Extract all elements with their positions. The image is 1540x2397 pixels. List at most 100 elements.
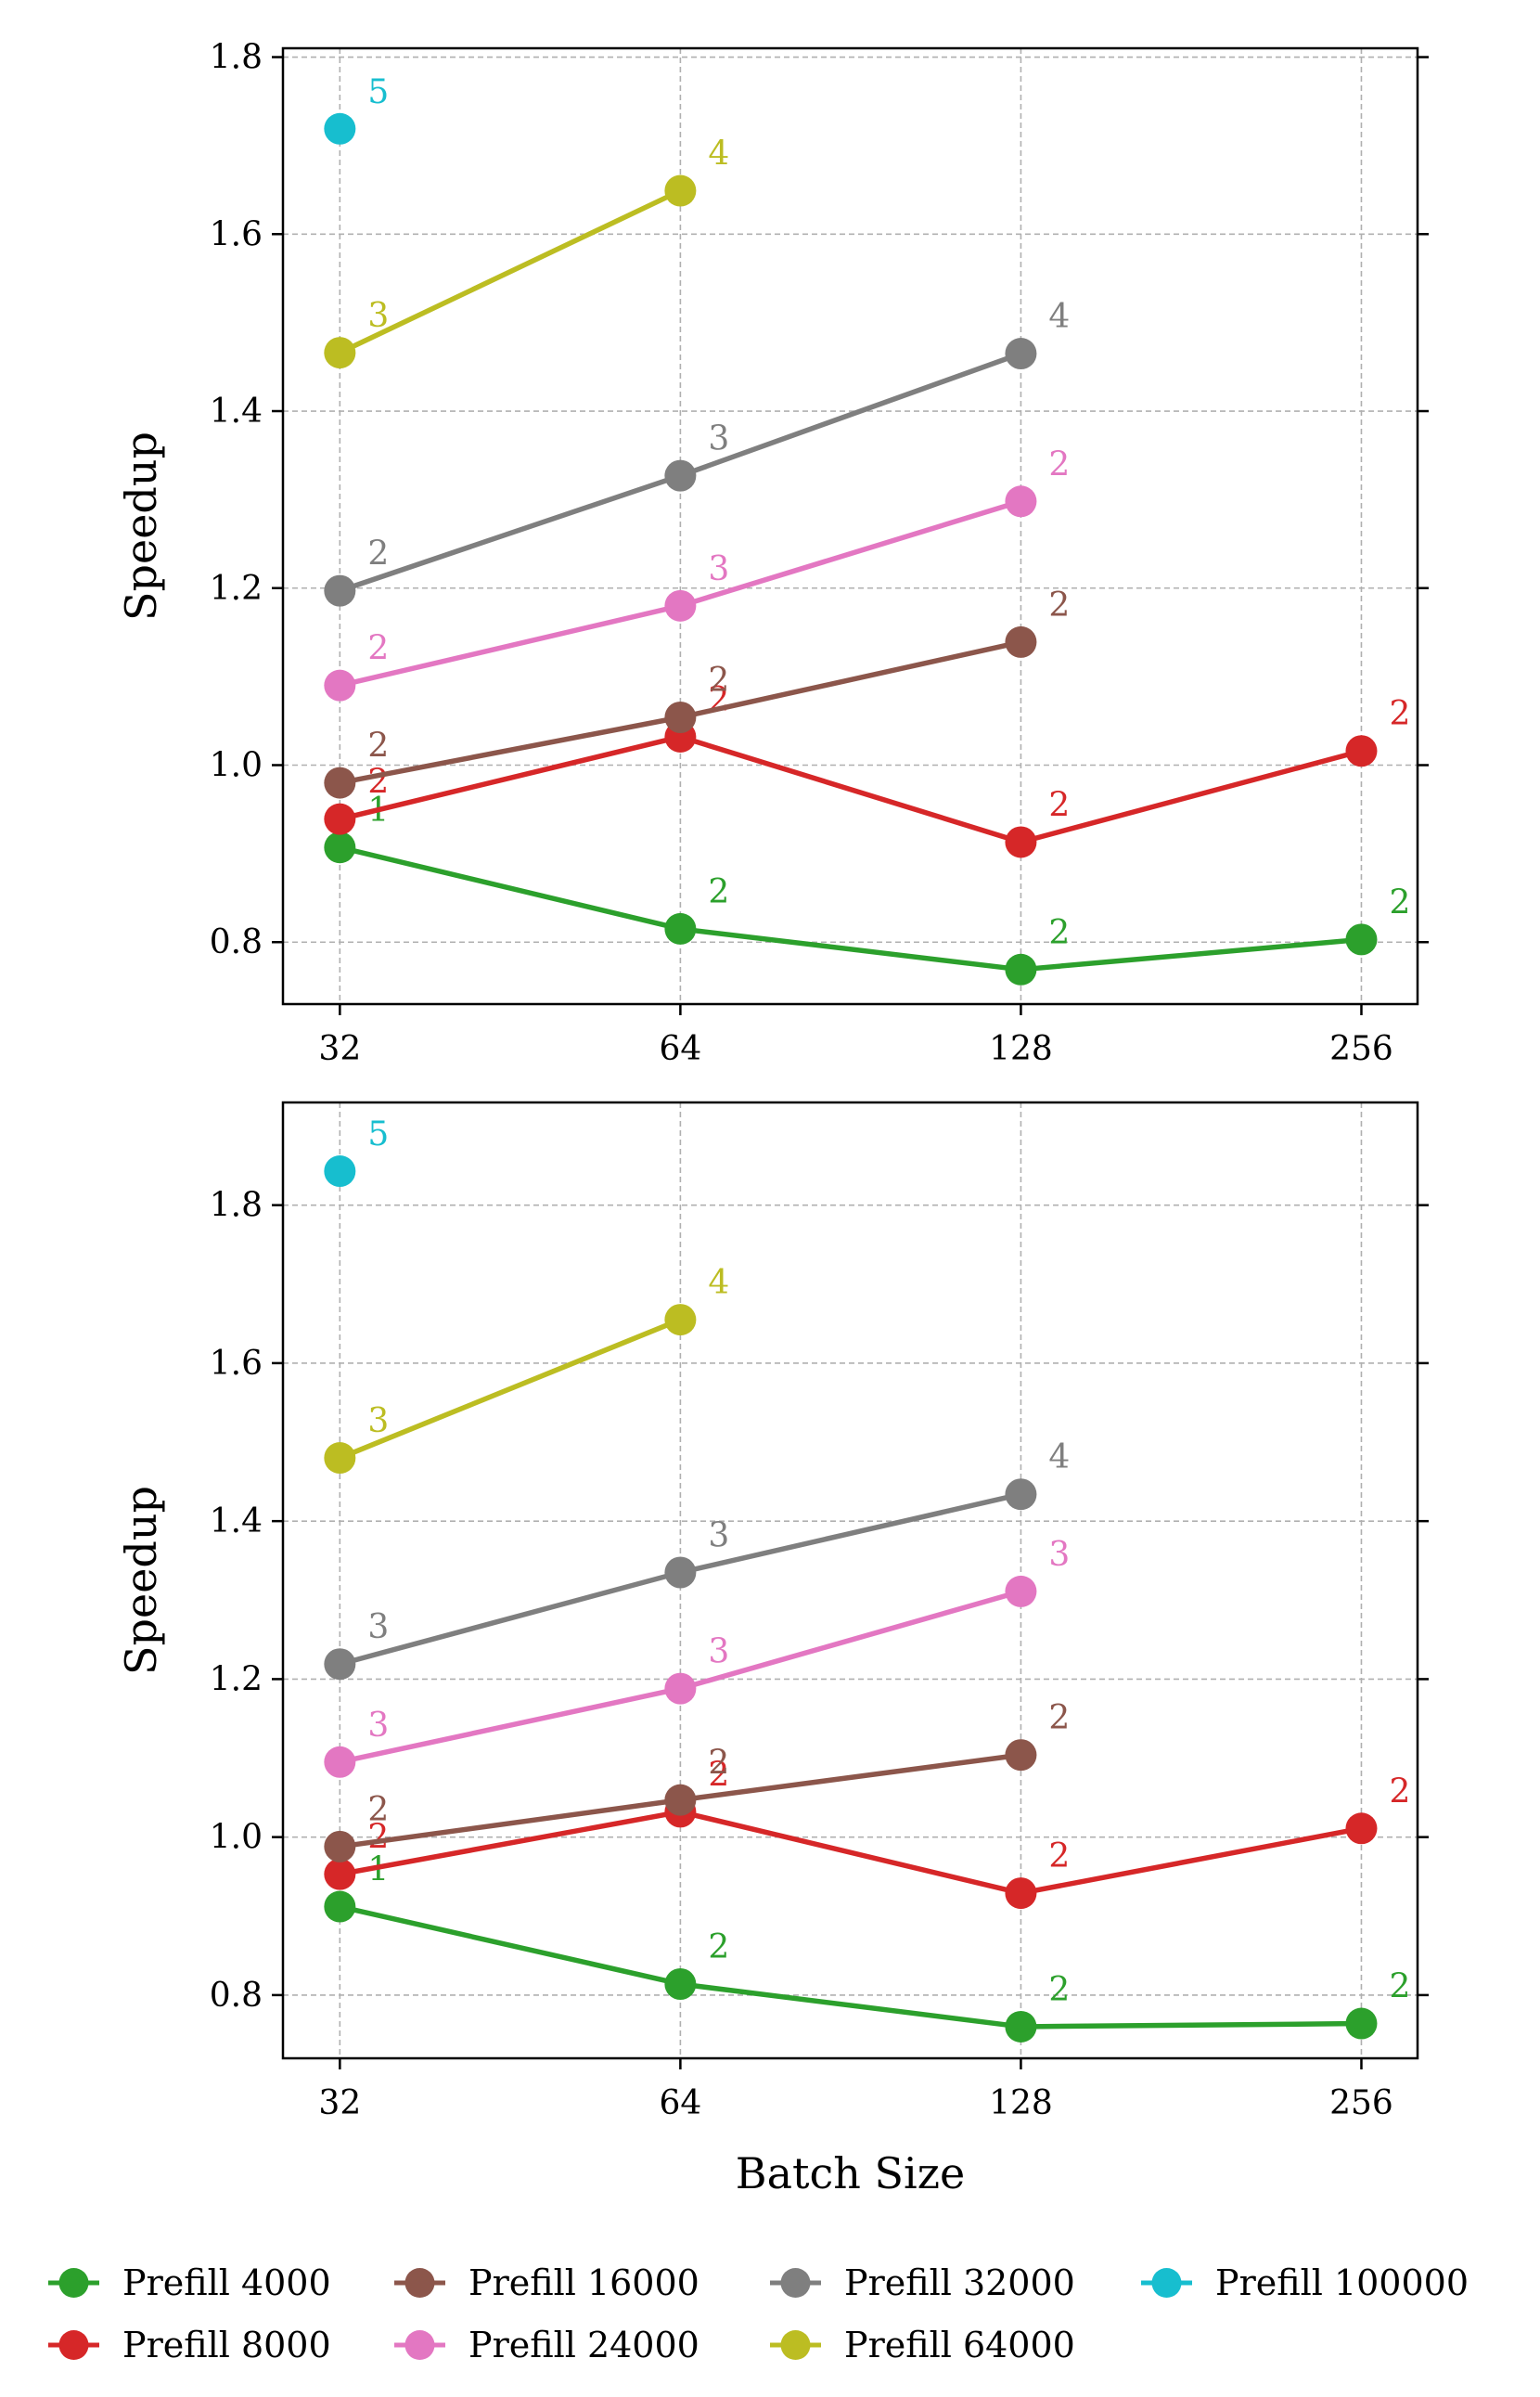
data-label: 2: [708, 1745, 729, 1783]
data-point: [324, 767, 356, 799]
data-label: 3: [708, 1516, 729, 1554]
data-point: [664, 1556, 697, 1589]
legend-marker: [404, 2330, 435, 2360]
data-label: 4: [708, 1264, 729, 1302]
series-prefill-32000: 3 3 4: [324, 1438, 1070, 1681]
series-line: [339, 188, 682, 355]
y-axis-label: Speedup: [116, 1486, 166, 1675]
y-tick-label: 1.6: [210, 1345, 263, 1383]
legend-label: Prefill 8000: [122, 2325, 331, 2365]
top-chart-panel: 0.81.01.21.41.61.832 64 128 256Speedup12222…: [116, 39, 1429, 1068]
data-label: 2: [1048, 1699, 1070, 1737]
series-prefill-64000: 34: [324, 135, 729, 369]
data-point: [1005, 485, 1037, 518]
legend-label: Prefill 4000: [122, 2262, 331, 2303]
data-point: [1005, 338, 1037, 370]
data-point: [1005, 1575, 1037, 1607]
data-label: 3: [367, 297, 389, 335]
legend-entry-prefill-16000: Prefill 16000: [394, 2262, 699, 2303]
y-tick-label: 1.0: [210, 1819, 263, 1857]
data-point: [1345, 1812, 1378, 1845]
data-label: 2: [708, 1928, 729, 1966]
data-label: 3: [367, 1707, 389, 1745]
legend-entry-prefill-100000: Prefill 100000: [1141, 2262, 1469, 2303]
data-label: 2: [367, 1791, 389, 1829]
data-label: 2: [1389, 1968, 1410, 2006]
bottom-chart-panel: 0.81.01.21.41.61.832 64 128 256SpeedupBatch…: [116, 1101, 1429, 2198]
y-axis-label: Speedup: [116, 432, 166, 621]
data-label: 2: [367, 728, 389, 766]
series-prefill-64000: 34: [324, 1264, 729, 1475]
series-line: [339, 1903, 1362, 2030]
y-tick-label: 1.0: [210, 747, 263, 785]
legend-marker: [780, 2330, 811, 2360]
y-tick-label: 1.4: [210, 1502, 263, 1540]
data-label: 1: [367, 1851, 389, 1889]
data-label: 2: [1048, 1971, 1070, 2009]
y-tick-label: 0.8: [210, 923, 263, 961]
series-prefill-32000: 2 3 4: [324, 298, 1070, 607]
data-label: 2: [1048, 914, 1070, 952]
series-prefill-24000: 2 3 2: [324, 445, 1070, 702]
legend-label: Prefill 16000: [468, 2262, 699, 2303]
legend-label: Prefill 64000: [844, 2325, 1075, 2365]
data-point: [664, 1967, 697, 2000]
y-tick-label: 0.8: [210, 1977, 263, 2015]
x-tick-label: 64: [659, 2084, 701, 2122]
data-point: [324, 1442, 356, 1475]
y-tick-label: 1.2: [210, 1660, 263, 1698]
data-point: [1005, 1739, 1037, 1772]
data-point: [324, 669, 356, 702]
data-label: 3: [708, 550, 729, 588]
x-axis-label: Batch Size: [736, 2148, 965, 2198]
data-point: [1345, 2007, 1378, 2040]
data-point: [324, 1648, 356, 1681]
data-point: [324, 1830, 356, 1862]
data-point: [1345, 923, 1378, 956]
series-prefill-100000: 5: [324, 1115, 389, 1188]
grid: [283, 1102, 1418, 2058]
data-point: [1005, 1877, 1037, 1910]
legend-marker: [58, 2330, 89, 2360]
data-label: 5: [367, 1115, 389, 1153]
x-tick-label: 32: [318, 2084, 361, 2122]
data-label: 2: [708, 1756, 729, 1794]
data-point: [1005, 625, 1037, 658]
legend-entry-prefill-24000: Prefill 24000: [394, 2325, 699, 2365]
axes-frame: [281, 1101, 1419, 2060]
series-line: [339, 734, 1363, 845]
data-label: 4: [708, 135, 729, 174]
series-prefill-4000: 1 2 2 2: [324, 1851, 1410, 2043]
data-point: [324, 1858, 356, 1890]
data-point: [324, 831, 356, 864]
legend-entry-prefill-4000: Prefill 4000: [48, 2262, 331, 2303]
x-tick-label: 32: [318, 1030, 361, 1068]
data-point: [1005, 953, 1037, 986]
y-tick-label: 1.8: [210, 39, 263, 77]
grid: [283, 48, 1418, 1004]
data-point: [664, 174, 697, 207]
data-label: 3: [708, 420, 729, 458]
legend-entry-prefill-32000: Prefill 32000: [770, 2262, 1075, 2303]
x-tick-label: 128: [989, 1030, 1053, 1068]
data-label: 2: [708, 662, 729, 700]
data-label: 3: [1048, 1536, 1070, 1574]
x-tick-label: 256: [1329, 2084, 1393, 2122]
y-tick-label: 1.4: [210, 393, 263, 431]
data-label: 5: [367, 73, 389, 111]
legend-marker: [404, 2268, 435, 2298]
x-tick-label: 64: [659, 1030, 701, 1068]
legend-marker: [780, 2268, 811, 2298]
legend-entry-prefill-64000: Prefill 64000: [770, 2325, 1075, 2365]
legend-label: Prefill 24000: [468, 2325, 699, 2365]
data-label: 2: [1389, 1772, 1410, 1811]
data-point: [1005, 1478, 1037, 1511]
data-label: 2: [1389, 883, 1410, 921]
y-tick-label: 1.6: [210, 215, 263, 253]
data-point: [664, 1672, 697, 1705]
data-point: [324, 1746, 356, 1778]
data-point: [324, 574, 356, 607]
data-label: 3: [367, 1402, 389, 1440]
legend-marker: [58, 2268, 89, 2298]
